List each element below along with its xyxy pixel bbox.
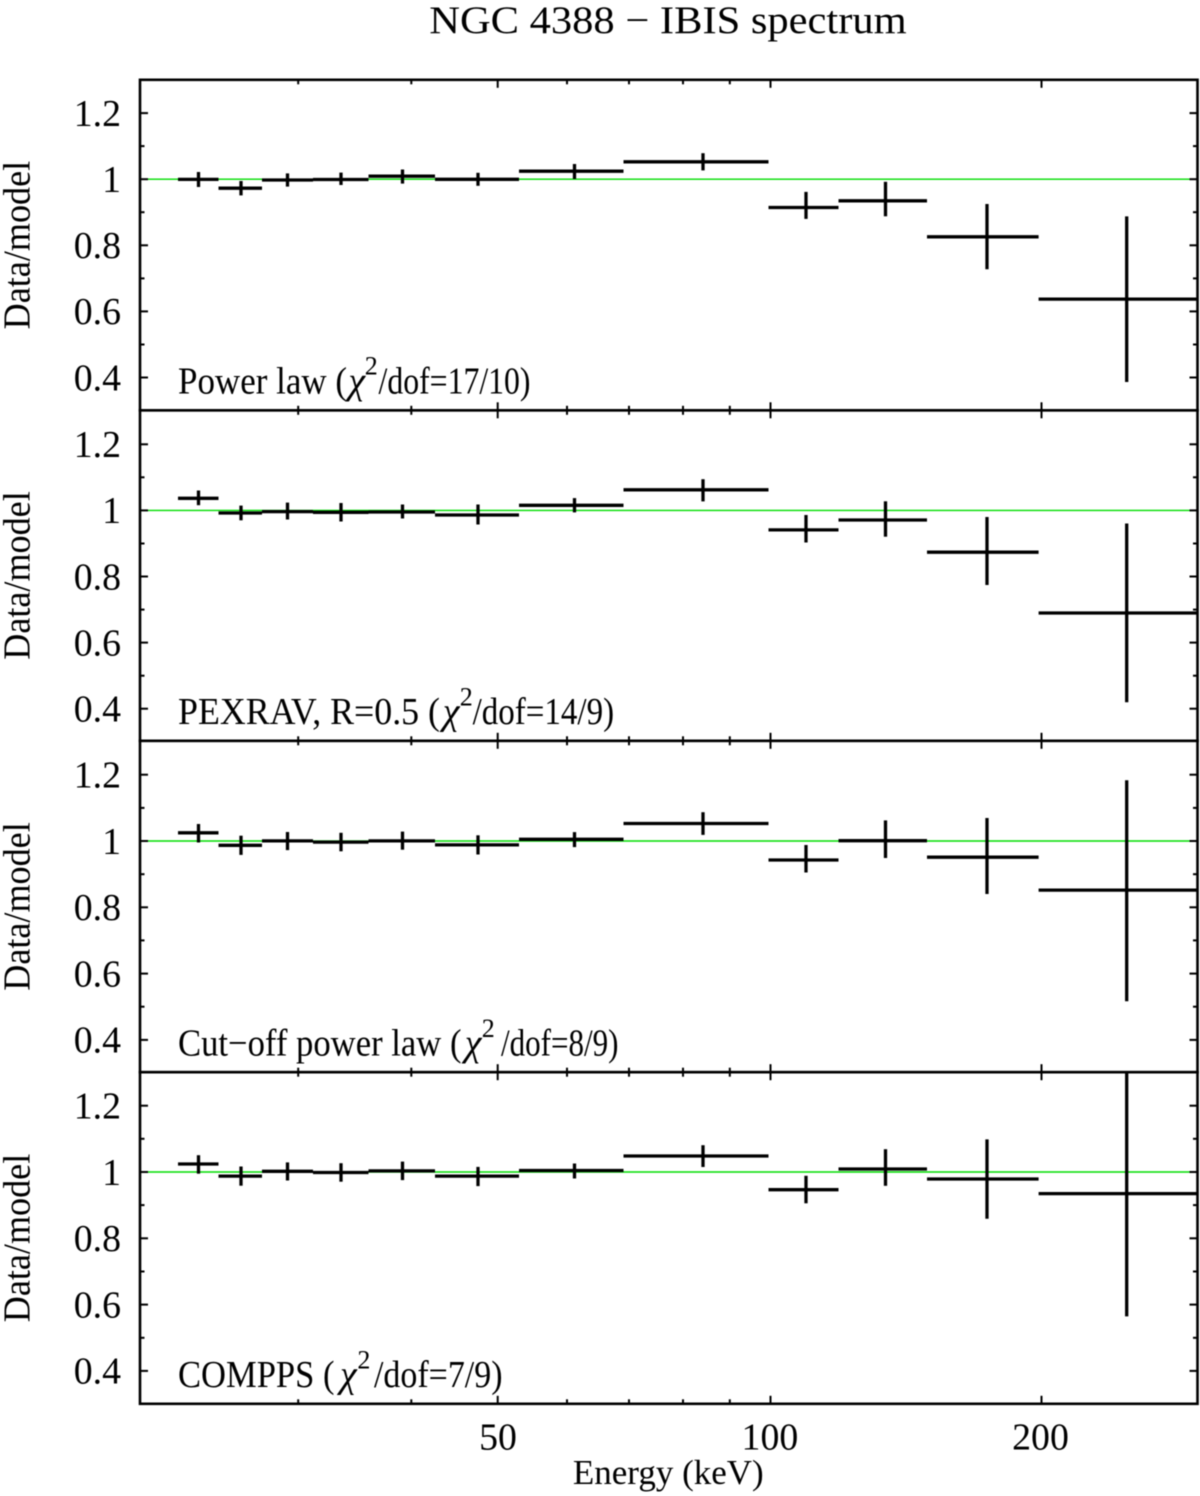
- svg-text:1.2: 1.2: [74, 1086, 121, 1128]
- svg-text:1: 1: [102, 159, 121, 201]
- svg-text:0.4: 0.4: [74, 689, 121, 731]
- svg-text:NGC 4388 − IBIS spectrum: NGC 4388 − IBIS spectrum: [429, 0, 907, 42]
- svg-text:1: 1: [102, 821, 121, 863]
- svg-text:0.4: 0.4: [74, 1351, 121, 1393]
- svg-text:0.8: 0.8: [74, 225, 121, 267]
- svg-text:100: 100: [742, 1417, 799, 1459]
- svg-text:COMPPS (: COMPPS (: [178, 1354, 335, 1396]
- svg-text:Data/model: Data/model: [0, 1154, 39, 1323]
- svg-text:/dof=8/9): /dof=8/9): [501, 1023, 619, 1065]
- svg-text:χ: χ: [336, 1354, 358, 1396]
- svg-text:Cut−off power law (: Cut−off power law (: [178, 1023, 462, 1065]
- svg-text:0.4: 0.4: [74, 357, 121, 399]
- svg-text:0.8: 0.8: [74, 556, 121, 598]
- svg-text:1: 1: [102, 1152, 121, 1194]
- svg-text:1.2: 1.2: [74, 755, 121, 797]
- svg-text:Energy (keV): Energy (keV): [573, 1453, 764, 1492]
- svg-text:/dof=7/9): /dof=7/9): [374, 1354, 503, 1396]
- svg-text:0.8: 0.8: [74, 1218, 121, 1260]
- svg-text:2: 2: [365, 351, 378, 381]
- svg-text:1.2: 1.2: [74, 93, 121, 135]
- svg-text:0.6: 0.6: [74, 291, 121, 333]
- svg-text:χ: χ: [439, 691, 461, 733]
- svg-text:0.6: 0.6: [74, 953, 121, 995]
- svg-text:0.6: 0.6: [74, 1284, 121, 1326]
- svg-text:/dof=17/10): /dof=17/10): [379, 360, 531, 402]
- svg-text:χ: χ: [461, 1023, 483, 1065]
- svg-text:50: 50: [479, 1417, 517, 1459]
- svg-text:χ: χ: [344, 360, 366, 402]
- svg-text:2: 2: [482, 1013, 495, 1043]
- svg-text:2: 2: [357, 1345, 370, 1375]
- svg-text:/dof=14/9): /dof=14/9): [473, 691, 614, 733]
- svg-text:1: 1: [102, 490, 121, 532]
- svg-text:Data/model: Data/model: [0, 161, 39, 330]
- svg-text:0.8: 0.8: [74, 887, 121, 929]
- svg-text:Power law (: Power law (: [178, 360, 347, 402]
- svg-text:200: 200: [1012, 1417, 1069, 1459]
- svg-text:0.4: 0.4: [74, 1020, 121, 1062]
- svg-text:PEXRAV, R=0.5 (: PEXRAV, R=0.5 (: [178, 691, 440, 733]
- svg-text:0.6: 0.6: [74, 622, 121, 664]
- svg-text:Data/model: Data/model: [0, 822, 39, 991]
- svg-text:2: 2: [460, 682, 473, 712]
- svg-text:1.2: 1.2: [74, 424, 121, 466]
- svg-text:Data/model: Data/model: [0, 491, 39, 660]
